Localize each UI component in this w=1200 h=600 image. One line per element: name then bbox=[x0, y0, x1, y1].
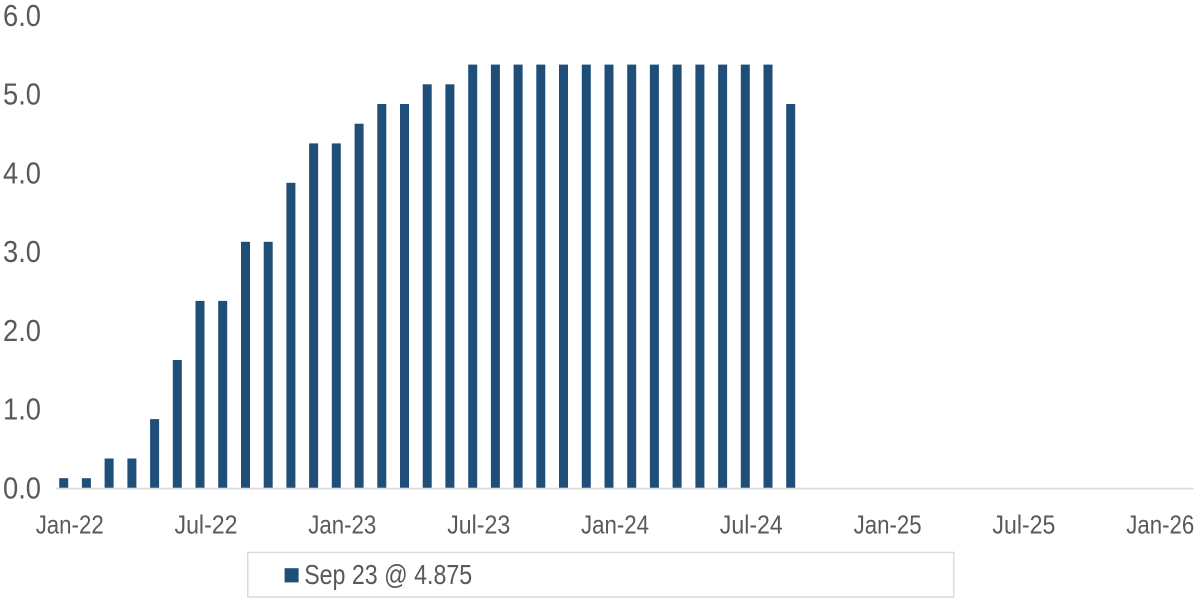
svg-text:Jul-24: Jul-24 bbox=[720, 510, 783, 540]
svg-text:1.0: 1.0 bbox=[3, 392, 41, 427]
svg-text:2.0: 2.0 bbox=[3, 313, 41, 348]
svg-text:Jan-26: Jan-26 bbox=[1126, 510, 1194, 540]
svg-text:4.0: 4.0 bbox=[3, 155, 41, 190]
svg-text:Jan-22: Jan-22 bbox=[36, 510, 104, 540]
svg-text:6.0: 6.0 bbox=[3, 0, 41, 33]
svg-text:Jul-23: Jul-23 bbox=[447, 510, 510, 540]
svg-text:Jan-24: Jan-24 bbox=[581, 510, 649, 540]
svg-text:Jan-25: Jan-25 bbox=[854, 510, 922, 540]
svg-text:3.0: 3.0 bbox=[3, 234, 41, 269]
svg-text:Sep 23 @ 4.875: Sep 23 @ 4.875 bbox=[304, 559, 472, 590]
svg-text:Jul-22: Jul-22 bbox=[175, 510, 238, 540]
svg-text:Jul-25: Jul-25 bbox=[992, 510, 1055, 540]
svg-text:Jan-23: Jan-23 bbox=[308, 510, 376, 540]
svg-text:5.0: 5.0 bbox=[3, 77, 41, 112]
svg-text:0.0: 0.0 bbox=[3, 471, 41, 506]
